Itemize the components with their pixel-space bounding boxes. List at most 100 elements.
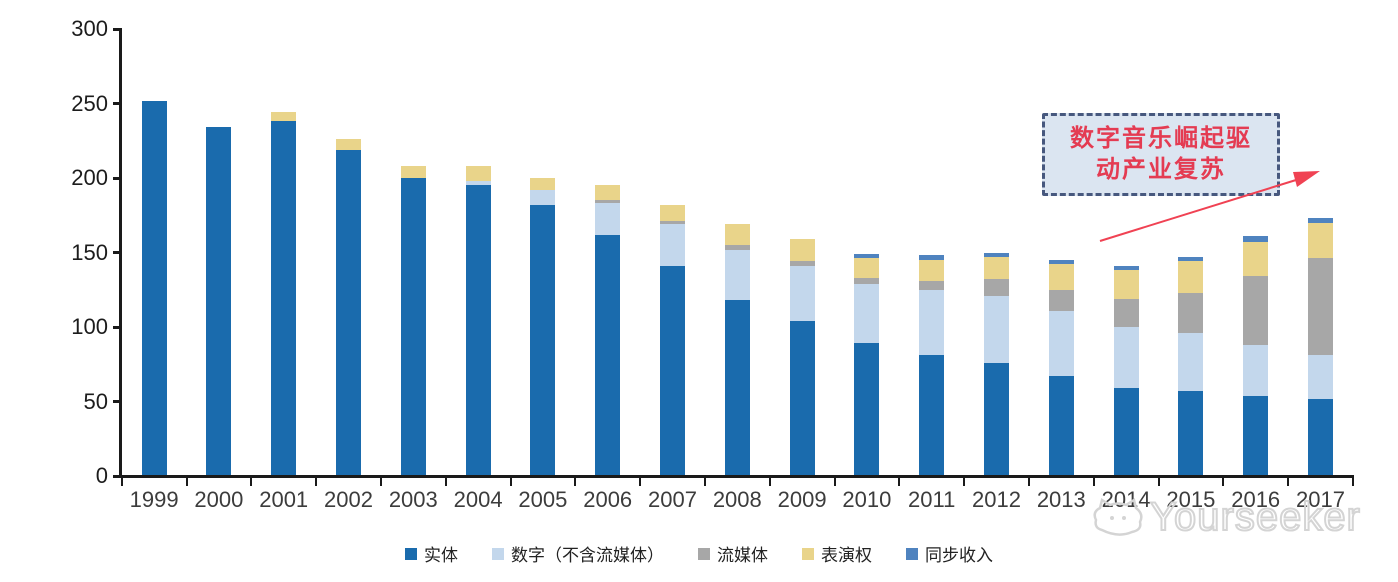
bar-segment-2016: [1243, 344, 1269, 396]
annotation-callout-box: 数字音乐崛起驱 动产业复苏: [1042, 113, 1280, 196]
bar-segment-2006: [595, 234, 621, 476]
x-tick-label-2013: 2013: [1036, 487, 1086, 512]
y-tick-label: 150: [71, 239, 108, 265]
bar-segment-2011: [919, 255, 945, 260]
bar-segment-2002: [336, 149, 361, 476]
bar-segment-2004: [465, 185, 491, 476]
x-tick-label-2017: 2017: [1296, 487, 1345, 512]
x-tick-label-2007: 2007: [648, 487, 697, 512]
bar-segment-2007: [660, 224, 685, 266]
bar-segment-2015: [1178, 332, 1204, 392]
bar-segment-2011: [919, 280, 945, 290]
y-tick-label: 100: [71, 314, 108, 339]
bar-segment-2008: [724, 249, 750, 301]
x-tick-label-2009: 2009: [777, 487, 827, 512]
bar-segment-2006: [595, 203, 621, 235]
x-tick: [250, 478, 253, 486]
bar-segment-2000: [206, 127, 232, 476]
bar-segment-2004: [465, 166, 491, 181]
x-tick: [379, 478, 382, 486]
x-tick: [898, 478, 901, 486]
bar-segment-2001: [271, 112, 297, 122]
legend-item: 数字（不含流媒体）: [492, 541, 664, 566]
bar-segment-2005: [530, 204, 556, 476]
x-axis-line: [119, 475, 1354, 478]
bar-segment-2007: [660, 221, 685, 225]
x-tick-label-2002: 2002: [324, 487, 373, 512]
x-tick: [120, 478, 123, 486]
bar-segment-2017: [1308, 218, 1333, 223]
bar-segment-2016: [1243, 395, 1269, 476]
bar-segment-2017: [1308, 258, 1333, 356]
x-tick: [703, 478, 706, 486]
legend-item: 实体: [405, 541, 458, 566]
x-tick: [1287, 478, 1290, 486]
x-tick-label-2005: 2005: [518, 487, 568, 512]
bar-segment-1999: [141, 100, 167, 476]
y-tick-label: 250: [71, 90, 108, 116]
legend-label: 实体: [424, 546, 458, 565]
bar-segment-2003: [400, 166, 426, 178]
bar-segment-2008: [724, 224, 750, 246]
bar-segment-2002: [336, 139, 361, 150]
bar-segment-2012: [984, 295, 1009, 363]
bar-segment-2004: [465, 180, 491, 186]
bar-segment-2013: [1048, 376, 1074, 476]
bar-segment-2013: [1048, 264, 1074, 290]
legend-label: 同步收入: [925, 546, 993, 565]
bar-segment-2016: [1243, 242, 1269, 277]
bar-segment-2008: [724, 300, 750, 476]
legend-item: 同步收入: [906, 541, 993, 566]
bar-segment-2012: [984, 362, 1009, 476]
x-tick: [768, 478, 771, 486]
bar-segment-2014: [1113, 388, 1139, 476]
x-tick: [1351, 478, 1354, 486]
legend-swatch-icon: [492, 547, 504, 560]
bar-segment-2017: [1308, 222, 1333, 259]
x-tick: [574, 478, 577, 486]
bar-segment-2010: [854, 253, 880, 259]
bar-segment-2005: [530, 178, 556, 190]
y-tick-label: 50: [83, 388, 108, 414]
legend-item: 表演权: [802, 541, 872, 566]
bar-segment-2008: [724, 245, 750, 250]
bar-segment-2006: [595, 185, 621, 201]
x-tick-label-2003: 2003: [388, 487, 438, 512]
bar-segment-2009: [789, 321, 815, 476]
bar-segment-2016: [1243, 236, 1269, 243]
y-tick-label: 200: [71, 165, 108, 190]
bar-segment-2006: [595, 200, 621, 204]
bar-segment-2011: [919, 259, 945, 281]
x-tick: [963, 478, 966, 486]
legend-swatch-icon: [405, 547, 417, 560]
legend-label: 表演权: [821, 546, 872, 565]
bar-segment-2014: [1113, 327, 1139, 389]
y-tick: [113, 251, 120, 254]
bar-segment-2012: [984, 256, 1009, 280]
watermark: Yourseeker: [1088, 492, 1361, 542]
bar-segment-2013: [1048, 259, 1074, 265]
cat-face-icon: [1093, 498, 1143, 536]
bar-segment-2007: [660, 265, 685, 476]
bar-segment-2007: [660, 204, 685, 222]
x-tick: [185, 478, 188, 486]
legend-item: 流媒体: [698, 541, 768, 566]
annotation-text-line2: 动产业复苏: [1096, 156, 1226, 183]
legend-label: 数字（不含流媒体）: [511, 546, 664, 565]
chart-legend: 实体 数字（不含流媒体） 流媒体 表演权 同步收入: [0, 541, 1398, 566]
x-tick-label-2006: 2006: [583, 487, 633, 512]
bar-segment-2015: [1178, 391, 1204, 476]
y-tick-label: 0: [95, 463, 108, 488]
bar-segment-2015: [1178, 261, 1204, 293]
bar-segment-2013: [1048, 289, 1074, 311]
y-tick: [113, 176, 120, 180]
bar-segment-2013: [1048, 310, 1074, 377]
bar-segment-2009: [789, 265, 815, 322]
x-tick: [833, 478, 836, 486]
y-axis-line: [119, 28, 122, 477]
bar-segment-2015: [1178, 292, 1204, 333]
x-tick-label-2000: 2000: [194, 487, 244, 512]
x-tick-label-2016: 2016: [1231, 487, 1281, 512]
bar-segment-2010: [854, 343, 880, 476]
y-tick: [113, 27, 120, 31]
